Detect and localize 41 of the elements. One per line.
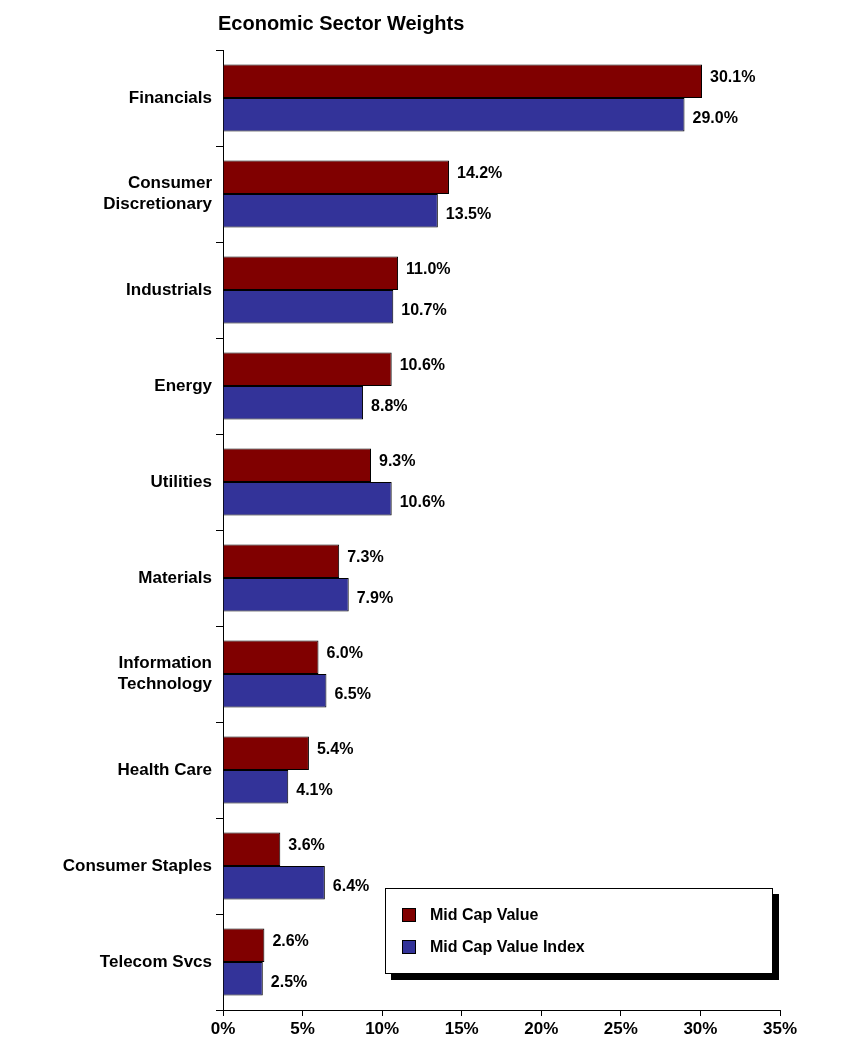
data-label: 11.0% [406,259,451,277]
data-label: 9.3% [379,451,416,469]
data-label: 5.4% [316,739,354,757]
legend-label: Mid Cap Value Index [430,938,585,956]
data-label: 7.9% [356,589,394,607]
data-label: 29.0% [692,109,738,127]
data-label: 8.8% [371,397,408,415]
y-tick-label: Information Technology [117,653,213,693]
y-tick-label: Consumer Staples [62,855,212,875]
data-label: 6.4% [332,877,370,895]
data-label: 4.1% [296,781,333,799]
y-tick-label: Energy [154,375,213,395]
data-label: 13.5% [445,205,492,223]
data-label: 10.6% [399,493,446,511]
data-label: 7.3% [347,547,384,565]
x-tick-label: 15% [444,1018,479,1038]
y-tick-label: Consumer Discretionary [103,173,213,213]
data-label: 10.7% [401,301,447,319]
chart-title: Economic Sector Weights [218,12,465,35]
data-label: 10.6% [399,355,446,373]
data-label: 3.6% [288,835,325,853]
data-label: 6.0% [326,643,363,661]
data-label: 30.1% [710,67,756,85]
legend-label: Mid Cap Value [430,906,539,924]
data-label: 14.2% [456,163,503,181]
x-tick-label: 0% [210,1018,236,1038]
y-tick-label: Health Care [117,759,212,779]
data-label: 2.5% [270,973,308,991]
y-tick-label: Industrials [126,279,212,299]
x-tick-label: 20% [524,1018,559,1038]
x-tick-label: 25% [603,1018,638,1038]
x-tick-label: 10% [365,1018,400,1038]
data-label: 2.6% [272,931,309,949]
y-tick-label: Materials [138,567,212,587]
data-label: 6.5% [334,685,371,703]
y-tick-label: Utilities [150,471,212,491]
x-tick-label: 30% [683,1018,718,1038]
x-tick-label: 5% [290,1018,315,1038]
y-tick-label: Financials [128,87,212,107]
x-tick-label: 35% [762,1018,798,1038]
y-tick-label: Telecom Svcs [99,951,212,971]
